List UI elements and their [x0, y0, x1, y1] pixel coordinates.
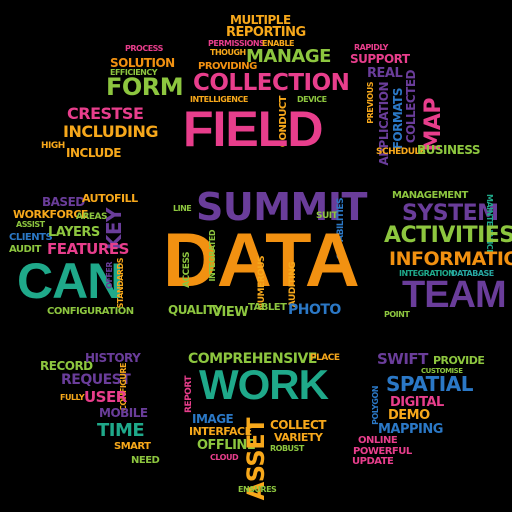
word-update: UPDATE	[352, 456, 394, 467]
word-time: TIME	[97, 420, 145, 441]
word-demo: DEMO	[388, 408, 430, 423]
word-rapidly: RAPIDLY	[354, 43, 388, 52]
word-information: INFORMATION	[389, 248, 512, 270]
word-integration: INTEGRATION	[399, 269, 455, 278]
word-though: THOUGH	[210, 48, 246, 57]
word-cloud: CLOUD	[210, 453, 239, 462]
word-image: IMAGE	[192, 412, 234, 426]
word-point: POINT	[384, 310, 410, 319]
word-customise: CUSTOMISE	[421, 367, 463, 375]
word-system: SYSTEM	[402, 201, 499, 226]
word-polygon: POLYGON	[371, 386, 380, 425]
word-support: SUPPORT	[350, 52, 410, 66]
word-digital: DIGITAL	[390, 395, 444, 410]
word-include: INCLUDE	[66, 146, 121, 160]
word-layers: LAYERS	[48, 225, 100, 240]
word-standards: STANDARDS	[116, 258, 125, 309]
word-offer: OFFER	[105, 262, 114, 289]
word-mobile: MOBILE	[99, 406, 148, 420]
word-online: ONLINE	[358, 435, 398, 446]
word-data: DATA	[163, 218, 360, 303]
word-place: PLACE	[310, 353, 340, 363]
word-need: NEED	[131, 455, 160, 466]
word-activities: ACTIVITIES	[384, 223, 512, 248]
word-database: DATABASE	[451, 269, 494, 278]
word-interface: INTERFACE	[189, 425, 252, 438]
word-formats: FORMATS	[391, 88, 405, 150]
word-management: MANAGEMENT	[392, 190, 468, 201]
word-business: BUSINESS	[417, 143, 480, 157]
word-including: INCLUDING	[63, 122, 158, 141]
word-features: FEATURES	[47, 240, 129, 258]
word-collection: COLLECTION	[193, 70, 350, 96]
word-schedule: SCHEDULE	[376, 147, 426, 157]
word-configuration: CONFIGURATION	[47, 306, 134, 317]
word-can: CAN	[17, 253, 123, 309]
word-offline: OFFLINE	[197, 438, 256, 453]
word-providing: PROVIDING	[198, 61, 257, 72]
word-report: REPORT	[184, 376, 194, 413]
word-suit: SUIT	[316, 211, 338, 221]
word-permissions: PERMISSIONS	[208, 39, 265, 48]
word-assist: ASSIST	[16, 220, 45, 229]
word-intelligence: INTELLIGENCE	[190, 95, 248, 104]
word-photo: PHOTO	[288, 302, 341, 318]
word-record: RECORD	[40, 359, 93, 373]
word-workforce: WORKFORCE	[13, 208, 88, 221]
word-smart: SMART	[114, 441, 151, 452]
word-areas: AREAS	[76, 212, 108, 222]
word-history: HISTORY	[85, 351, 141, 365]
word-work: WORK	[199, 361, 329, 408]
word-clients: CLIENTS	[9, 232, 53, 243]
word-access: ACCESS	[182, 252, 192, 288]
word-efficiency: EFFICIENCY	[110, 68, 158, 77]
word-fully: FULLY	[60, 393, 85, 402]
word-reporting: REPORTING	[226, 25, 306, 40]
word-enable: ENABLE	[262, 39, 295, 48]
word-device: DEVICE	[297, 95, 327, 104]
word-audit: AUDIT	[9, 244, 41, 255]
word-multiple: MULTIPLE	[230, 13, 291, 27]
word-summit: SUMMIT	[196, 185, 367, 229]
word-provide: PROVIDE	[433, 354, 485, 367]
word-crestse: CRESTSE	[67, 104, 144, 123]
word-collected: COLLECTED	[404, 70, 418, 144]
word-field: FIELD	[183, 101, 323, 157]
word-powerful: POWERFUL	[353, 446, 412, 457]
word-spatial: SPATIAL	[386, 372, 473, 396]
word-previous: PREVIOUS	[366, 82, 375, 124]
word-mapping: MAPPING	[378, 422, 443, 437]
word-view: VIEW	[212, 305, 249, 320]
word-line: LINE	[173, 204, 192, 213]
word-auditing: AUDITING	[288, 262, 298, 308]
word-team: TEAM	[402, 274, 507, 316]
word-quality: QUALITY	[168, 303, 223, 317]
word-swift: SWIFT	[377, 350, 428, 368]
word-collect: COLLECT	[270, 418, 327, 432]
word-autofill: AUTOFILL	[82, 192, 138, 205]
word-real: REAL	[367, 66, 403, 81]
word-maintenance: MAINTENANCE	[485, 194, 494, 255]
word-high: HIGH	[41, 141, 65, 151]
word-robust: ROBUST	[270, 444, 304, 453]
word-based: BASED	[42, 195, 85, 209]
word-integrated: INTEGRATED	[208, 230, 217, 282]
word-tablet: TABLET	[248, 302, 287, 313]
word-comprehensive: COMPREHENSIVE	[188, 351, 317, 367]
word-user: USER	[84, 388, 127, 406]
word-solution: SOLUTION	[110, 56, 175, 70]
word-variety: VARIETY	[274, 431, 323, 444]
word-ensures: ENSURES	[238, 485, 277, 494]
word-request: REQUEST	[61, 372, 131, 388]
word-manage: MANAGE	[246, 46, 331, 67]
word-process: PROCESS	[125, 44, 163, 53]
word-form: FORM	[106, 73, 184, 101]
